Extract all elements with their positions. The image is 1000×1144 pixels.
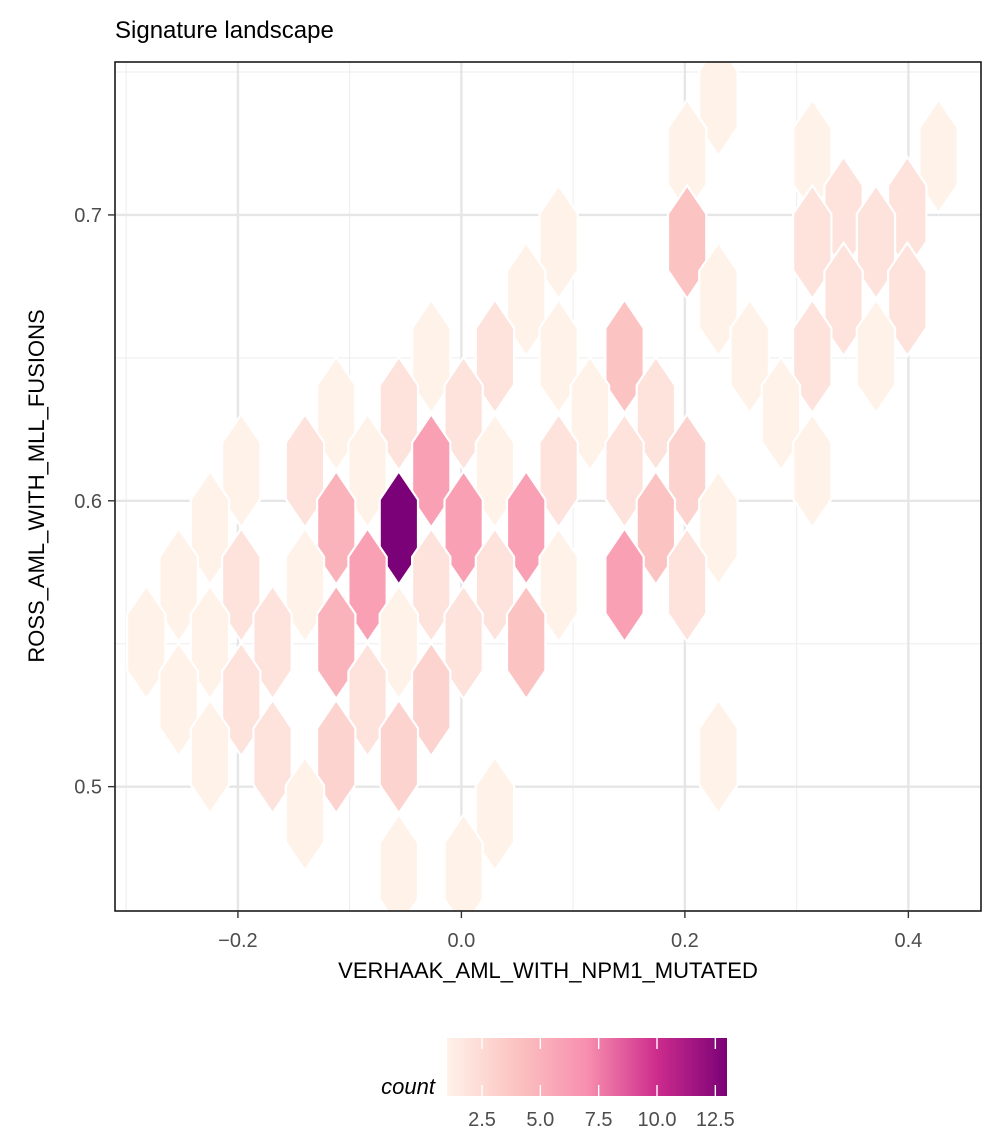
hex-bin (474, 526, 516, 644)
hex-bin (125, 583, 167, 701)
hex-bin (505, 240, 547, 358)
y-axis-label: ROSS_AML_WITH_MLL_FUSIONS (24, 309, 49, 662)
legend-colorbar (447, 1038, 727, 1096)
x-tick-label: 0.0 (447, 930, 475, 952)
x-axis-label: VERHAAK_AML_WITH_NPM1_MUTATED (338, 958, 758, 983)
hex-bin (158, 640, 199, 759)
x-tick-label: 0.4 (894, 930, 922, 952)
legend-tick-label: 2.5 (468, 1109, 496, 1131)
hex-bin (855, 297, 897, 415)
hex-bin (505, 583, 547, 701)
hex-bin (791, 412, 833, 530)
hex-bin (886, 240, 928, 358)
hex-bin (316, 698, 357, 816)
hex-bin (823, 240, 864, 358)
hex-bin (569, 355, 611, 473)
hex-bin (918, 97, 959, 215)
y-tick-label: 0.6 (74, 491, 102, 513)
y-axis-ticks: 0.5 0.6 0.7 (74, 205, 115, 799)
legend-tick-label: 7.5 (585, 1109, 613, 1131)
hex-bin (284, 755, 326, 873)
hex-bin (347, 640, 388, 759)
y-tick-label: 0.5 (74, 777, 102, 799)
hex-bin (760, 355, 802, 473)
x-axis-ticks: −0.2 0.0 0.2 0.4 (218, 911, 922, 952)
hex-bin (698, 62, 739, 158)
hex-bin (474, 755, 516, 873)
y-tick-label: 0.7 (74, 205, 102, 227)
hex-bin (604, 526, 645, 644)
hex-bin (411, 640, 452, 759)
legend-tick-label: 5.0 (526, 1109, 554, 1131)
hex-bin (635, 469, 677, 587)
hex-bin (698, 469, 739, 587)
legend: count 2.5 5.0 7.5 10.0 12.5 (381, 1038, 735, 1131)
hex-bin (284, 526, 326, 644)
hex-bin (698, 240, 739, 358)
hex-bin (729, 297, 771, 415)
hex-bin (443, 583, 484, 701)
hex-bin (252, 698, 293, 816)
legend-tick-label: 12.5 (696, 1109, 735, 1131)
x-tick-label: −0.2 (218, 930, 257, 952)
hex-bin (698, 698, 739, 816)
hex-bin (666, 183, 708, 301)
hex-bin (538, 526, 579, 644)
x-tick-label: 0.2 (671, 930, 699, 952)
legend-tick-label: 10.0 (638, 1109, 677, 1131)
plot-border (114, 61, 982, 912)
hex-bin (189, 698, 231, 816)
hex-bin (443, 812, 484, 911)
hex-bin (666, 526, 708, 644)
legend-title: count (381, 1074, 436, 1099)
legend-ticks: 2.5 5.0 7.5 10.0 12.5 (468, 1038, 735, 1131)
hex-bins (125, 62, 959, 911)
hex-bin (378, 812, 420, 911)
chart-title: Signature landscape (115, 17, 334, 44)
hex-bin (221, 640, 262, 759)
